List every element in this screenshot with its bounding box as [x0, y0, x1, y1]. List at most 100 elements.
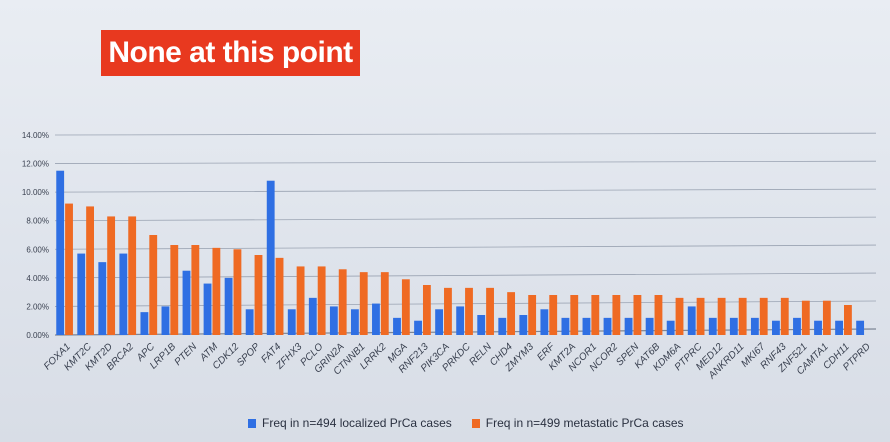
bar-localized — [119, 253, 128, 335]
y-tick-label: 0.00% — [26, 331, 49, 340]
bar-localized — [540, 309, 549, 335]
bar-metastatic — [801, 300, 810, 335]
bar-metastatic — [486, 287, 494, 335]
bar-metastatic — [696, 297, 705, 335]
bar-metastatic — [844, 305, 852, 335]
bar-metastatic — [107, 216, 116, 335]
x-tick-label: SPOP — [235, 341, 263, 369]
bar-metastatic — [254, 255, 263, 335]
bar-metastatic — [612, 295, 621, 335]
bar-localized — [835, 320, 844, 335]
bar-localized — [729, 317, 738, 335]
y-tick-label: 4.00% — [26, 274, 49, 283]
bar-localized — [750, 317, 759, 335]
bar-metastatic — [822, 300, 831, 335]
bar-metastatic — [717, 297, 726, 335]
legend-label-metastatic: Freq in n=499 metastatic PrCa cases — [485, 416, 684, 430]
bar-metastatic — [359, 272, 368, 335]
y-tick-label: 2.00% — [26, 302, 49, 311]
y-tick-label: 6.00% — [26, 245, 49, 254]
y-tick-label: 14.00% — [22, 131, 49, 140]
bar-localized — [203, 283, 212, 335]
bar-localized — [414, 320, 422, 335]
bar-localized — [287, 309, 296, 335]
bar-metastatic — [86, 206, 94, 335]
bar-metastatic — [170, 245, 179, 335]
bar-metastatic — [591, 295, 600, 335]
bar-metastatic — [212, 247, 221, 335]
gridline — [54, 132, 877, 136]
bar-metastatic — [380, 272, 389, 335]
bar-localized — [245, 309, 254, 335]
bar-metastatic — [654, 295, 663, 335]
bar-localized — [814, 320, 822, 335]
gridline — [54, 160, 877, 164]
bar-localized — [772, 320, 780, 335]
bar-metastatic — [570, 295, 579, 335]
bar-localized — [98, 262, 107, 335]
legend-swatch-metastatic — [471, 418, 480, 428]
bar-localized — [793, 317, 801, 335]
bar-metastatic — [128, 216, 137, 335]
bar-localized — [224, 277, 233, 335]
bar-metastatic — [65, 203, 73, 335]
bar-metastatic — [465, 287, 473, 335]
bar-localized — [666, 320, 675, 335]
y-tick-label: 8.00% — [26, 217, 49, 226]
bar-metastatic — [338, 269, 347, 335]
bar-localized — [498, 317, 507, 335]
bar-metastatic — [549, 295, 558, 335]
legend-item-localized: Freq in n=494 localized PrCa cases — [248, 416, 452, 430]
legend-swatch-localized — [248, 418, 256, 428]
chart-legend: Freq in n=494 localized PrCa cases Freq … — [248, 413, 684, 433]
bar-localized — [435, 309, 444, 335]
bar-metastatic — [422, 285, 431, 335]
bar-metastatic — [149, 235, 158, 335]
bar-localized — [372, 303, 380, 335]
bar-metastatic — [633, 295, 642, 335]
bar-metastatic — [738, 297, 747, 335]
gridline — [54, 216, 877, 222]
bar-localized — [582, 317, 591, 335]
bar-metastatic — [444, 287, 452, 335]
bar-localized — [350, 309, 359, 335]
bar-metastatic — [296, 266, 305, 335]
bar-localized — [77, 253, 86, 335]
bar-localized — [308, 297, 317, 335]
bar-localized — [266, 180, 275, 335]
bar-localized — [477, 315, 486, 335]
legend-label-localized: Freq in n=494 localized PrCa cases — [262, 416, 452, 430]
bar-localized — [519, 315, 528, 335]
bar-localized — [561, 317, 570, 335]
bar-metastatic — [528, 295, 537, 335]
bar-metastatic — [675, 297, 684, 335]
bar-localized — [856, 320, 865, 335]
slide-title: None at this point — [101, 30, 360, 76]
bar-metastatic — [233, 249, 242, 335]
y-tick-label: 12.00% — [22, 160, 49, 169]
bar-localized — [140, 312, 149, 335]
bar-localized — [603, 317, 612, 335]
bar-localized — [182, 270, 191, 335]
bar-localized — [687, 306, 696, 335]
bar-metastatic — [401, 279, 410, 335]
bar-localized — [708, 317, 717, 335]
bar-localized — [56, 170, 65, 335]
bar-localized — [456, 306, 465, 335]
bar-metastatic — [191, 245, 200, 335]
x-tick-label: PTEN — [173, 341, 200, 368]
bar-localized — [393, 317, 401, 335]
bar-localized — [624, 317, 633, 335]
bar-localized — [329, 306, 338, 335]
gridline — [54, 188, 877, 193]
bar-metastatic — [275, 257, 284, 335]
bar-metastatic — [780, 297, 789, 335]
bar-localized — [645, 317, 654, 335]
legend-item-metastatic: Freq in n=499 metastatic PrCa cases — [471, 416, 684, 430]
bar-localized — [161, 306, 170, 335]
bar-metastatic — [759, 297, 768, 335]
y-tick-label: 10.00% — [22, 188, 49, 197]
bar-metastatic — [317, 266, 326, 335]
